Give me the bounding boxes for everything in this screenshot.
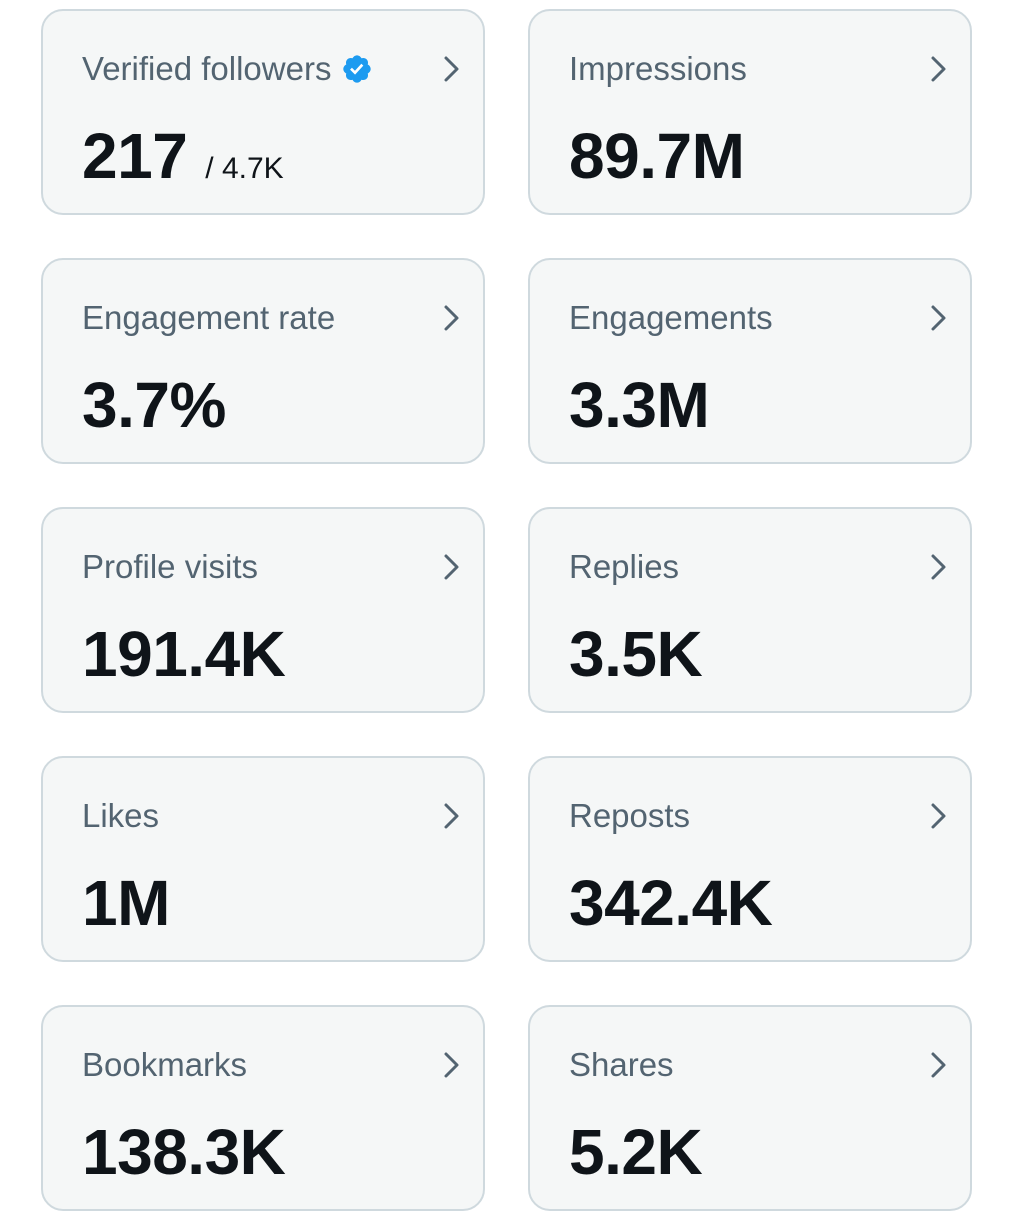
metric-card-engagement-rate[interactable]: Engagement rate 3.7%: [41, 258, 485, 464]
metric-value: 3.3M: [569, 369, 710, 441]
chevron-right-icon: [444, 305, 459, 331]
metric-value: 138.3K: [82, 1116, 286, 1188]
chevron-right-icon: [931, 554, 946, 580]
metric-label: Reposts: [569, 797, 691, 834]
metric-card-verified-followers[interactable]: Verified followers 217 / 4.7K: [41, 9, 485, 215]
metric-card-replies[interactable]: Replies 3.5K: [528, 507, 972, 713]
metric-card-engagements[interactable]: Engagements 3.3M: [528, 258, 972, 464]
metric-value: 191.4K: [82, 618, 286, 690]
metric-value: 1M: [82, 867, 170, 939]
chevron-right-icon: [444, 56, 459, 82]
metric-card-bookmarks[interactable]: Bookmarks 138.3K: [41, 1005, 485, 1211]
chevron-right-icon: [931, 56, 946, 82]
metric-card-likes[interactable]: Likes 1M: [41, 756, 485, 962]
metric-value: 89.7M: [569, 120, 745, 192]
metric-label: Verified followers: [82, 50, 332, 87]
metric-card-profile-visits[interactable]: Profile visits 191.4K: [41, 507, 485, 713]
chevron-right-icon: [931, 305, 946, 331]
metric-label: Replies: [569, 548, 680, 585]
metric-card-impressions[interactable]: Impressions 89.7M: [528, 9, 972, 215]
metric-value: 5.2K: [569, 1116, 703, 1188]
metric-value: 217: [82, 120, 188, 192]
metric-label: Engagement rate: [82, 299, 336, 336]
metric-card-reposts[interactable]: Reposts 342.4K: [528, 756, 972, 962]
metric-label: Profile visits: [82, 548, 259, 585]
metric-card-shares[interactable]: Shares 5.2K: [528, 1005, 972, 1211]
chevron-right-icon: [444, 1052, 459, 1078]
chevron-right-icon: [931, 803, 946, 829]
metric-label: Engagements: [569, 299, 773, 336]
verified-badge-icon: [343, 55, 372, 83]
chevron-right-icon: [444, 803, 459, 829]
metric-value: 3.5K: [569, 618, 703, 690]
metric-label: Bookmarks: [82, 1046, 248, 1083]
metric-value: 342.4K: [569, 867, 773, 939]
metric-value: 3.7%: [82, 369, 226, 441]
metric-subvalue: / 4.7K: [205, 152, 284, 185]
metric-label: Impressions: [569, 50, 747, 87]
chevron-right-icon: [444, 554, 459, 580]
metric-label: Likes: [82, 797, 160, 834]
chevron-right-icon: [931, 1052, 946, 1078]
metric-label: Shares: [569, 1046, 674, 1083]
